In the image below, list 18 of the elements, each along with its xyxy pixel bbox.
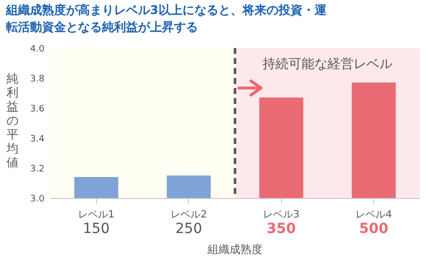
y-tick-label: 4.0 — [30, 44, 45, 54]
y-tick-label: 3.8 — [30, 74, 45, 84]
x-tick-label: レベル1 — [78, 210, 114, 220]
text: 500 — [359, 221, 389, 237]
x-tick-label: レベル2 — [170, 210, 207, 220]
text: 250 — [175, 221, 202, 237]
y-tick-label: 3.6 — [30, 104, 45, 114]
y-tick-label: 3.0 — [30, 194, 45, 204]
text: 350 — [266, 221, 296, 237]
chart-title: 組織成熟度が高まりレベル3以上になると、将来の投資・運転活動資金となる純利益が上昇する — [5, 3, 328, 34]
x-tick-label: レベル4 — [356, 210, 392, 220]
band-label: 持続可能な経営レベル — [262, 57, 392, 72]
y-axis-title: 純利益の平均値 — [6, 72, 18, 170]
y-tick-label: 3.2 — [30, 164, 44, 174]
x-tick-label: レベル3 — [263, 210, 300, 220]
x-axis-title: 組織成熟度 — [206, 243, 262, 256]
y-tick-label: 3.4 — [30, 134, 45, 144]
text: 150 — [82, 221, 110, 237]
